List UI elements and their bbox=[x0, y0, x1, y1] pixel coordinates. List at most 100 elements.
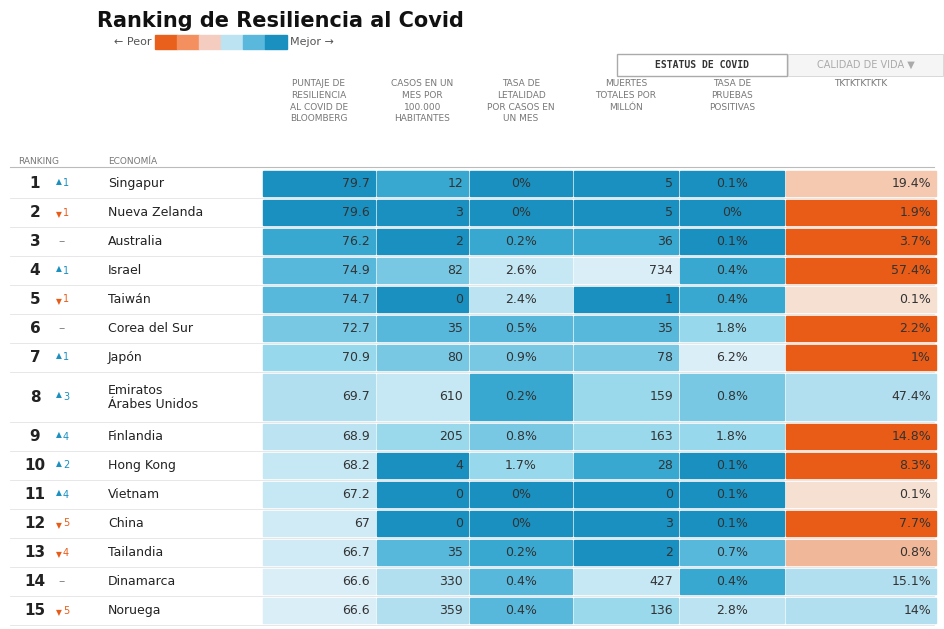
Bar bbox=[786, 569, 936, 594]
Text: MUERTES
TOTALES POR
MILLÓN: MUERTES TOTALES POR MILLÓN bbox=[596, 79, 656, 111]
Text: 80: 80 bbox=[447, 351, 463, 364]
Bar bbox=[680, 374, 784, 420]
Text: 4: 4 bbox=[63, 431, 69, 442]
Text: 66.6: 66.6 bbox=[343, 575, 370, 588]
Text: 330: 330 bbox=[439, 575, 463, 588]
Text: 0.1%: 0.1% bbox=[716, 177, 748, 190]
Text: 19.4%: 19.4% bbox=[891, 177, 931, 190]
Bar bbox=[786, 229, 936, 254]
Text: 1.8%: 1.8% bbox=[716, 322, 748, 335]
Bar bbox=[574, 345, 678, 370]
Bar bbox=[680, 569, 784, 594]
Bar bbox=[155, 35, 177, 49]
Text: China: China bbox=[108, 517, 143, 530]
Text: Vietnam: Vietnam bbox=[108, 488, 160, 501]
Text: ▼: ▼ bbox=[56, 608, 62, 617]
Text: 359: 359 bbox=[439, 604, 463, 617]
Bar bbox=[263, 540, 375, 565]
Bar bbox=[263, 345, 375, 370]
Text: 12: 12 bbox=[25, 516, 45, 531]
Bar bbox=[263, 569, 375, 594]
Bar bbox=[470, 200, 572, 225]
Bar bbox=[680, 200, 784, 225]
Text: 0%: 0% bbox=[722, 206, 742, 219]
Text: 7: 7 bbox=[29, 350, 41, 365]
Bar bbox=[221, 35, 243, 49]
Bar bbox=[680, 316, 784, 341]
Text: 0: 0 bbox=[455, 517, 463, 530]
Bar bbox=[377, 453, 468, 478]
Text: 1: 1 bbox=[63, 208, 69, 218]
Text: 427: 427 bbox=[649, 575, 673, 588]
Bar bbox=[680, 287, 784, 312]
Text: 1: 1 bbox=[63, 352, 69, 362]
Bar bbox=[377, 200, 468, 225]
Bar bbox=[786, 316, 936, 341]
Text: Israel: Israel bbox=[108, 264, 143, 277]
Text: 66.7: 66.7 bbox=[343, 546, 370, 559]
Bar bbox=[265, 35, 287, 49]
Text: 14: 14 bbox=[25, 574, 45, 589]
Bar bbox=[377, 345, 468, 370]
Text: 1%: 1% bbox=[911, 351, 931, 364]
Text: 0: 0 bbox=[455, 293, 463, 306]
Text: 57.4%: 57.4% bbox=[891, 264, 931, 277]
Bar bbox=[199, 35, 221, 49]
Text: 0.1%: 0.1% bbox=[716, 459, 748, 472]
Text: ESTATUS DE COVID: ESTATUS DE COVID bbox=[655, 60, 749, 70]
Text: 4: 4 bbox=[455, 459, 463, 472]
Text: Singapur: Singapur bbox=[108, 177, 164, 190]
Text: 0.1%: 0.1% bbox=[716, 488, 748, 501]
Text: ← Peor: ← Peor bbox=[114, 37, 152, 47]
Bar bbox=[470, 345, 572, 370]
Text: 1: 1 bbox=[63, 294, 69, 304]
Text: 0.2%: 0.2% bbox=[505, 546, 537, 559]
Text: 79.6: 79.6 bbox=[343, 206, 370, 219]
Text: 0.1%: 0.1% bbox=[716, 235, 748, 248]
Text: 5: 5 bbox=[665, 177, 673, 190]
Bar bbox=[243, 35, 265, 49]
Text: TKTKTKTKTK: TKTKTKTKTK bbox=[834, 79, 887, 88]
Bar bbox=[470, 540, 572, 565]
Bar bbox=[263, 258, 375, 283]
Bar bbox=[574, 374, 678, 420]
Text: ▲: ▲ bbox=[56, 264, 62, 273]
Bar bbox=[786, 258, 936, 283]
Bar bbox=[263, 229, 375, 254]
Text: 66.6: 66.6 bbox=[343, 604, 370, 617]
Text: 2.2%: 2.2% bbox=[900, 322, 931, 335]
Text: 3: 3 bbox=[455, 206, 463, 219]
Text: Finlandia: Finlandia bbox=[108, 430, 164, 443]
Text: 136: 136 bbox=[649, 604, 673, 617]
Bar bbox=[617, 54, 787, 76]
Text: 0.4%: 0.4% bbox=[505, 604, 537, 617]
Bar bbox=[574, 424, 678, 449]
Text: ▲: ▲ bbox=[56, 177, 62, 186]
Text: 0.8%: 0.8% bbox=[716, 391, 748, 403]
Text: 74.9: 74.9 bbox=[343, 264, 370, 277]
Bar bbox=[263, 453, 375, 478]
Text: 0.4%: 0.4% bbox=[716, 264, 748, 277]
Text: 0.7%: 0.7% bbox=[716, 546, 748, 559]
Text: 5: 5 bbox=[63, 606, 69, 616]
Bar bbox=[786, 171, 936, 196]
Text: 2.6%: 2.6% bbox=[505, 264, 537, 277]
Bar bbox=[377, 598, 468, 623]
Text: 67.2: 67.2 bbox=[343, 488, 370, 501]
Text: 72.7: 72.7 bbox=[342, 322, 370, 335]
Bar bbox=[377, 374, 468, 420]
Bar bbox=[377, 316, 468, 341]
Bar bbox=[788, 54, 943, 76]
Text: Nueva Zelanda: Nueva Zelanda bbox=[108, 206, 203, 219]
Text: 4: 4 bbox=[63, 489, 69, 499]
Bar bbox=[786, 287, 936, 312]
Text: 8: 8 bbox=[29, 389, 41, 404]
Bar bbox=[470, 424, 572, 449]
Text: 2: 2 bbox=[666, 546, 673, 559]
Bar bbox=[574, 453, 678, 478]
Text: Tailandia: Tailandia bbox=[108, 546, 163, 559]
Text: 14.8%: 14.8% bbox=[891, 430, 931, 443]
Text: 67: 67 bbox=[354, 517, 370, 530]
Bar bbox=[574, 598, 678, 623]
Bar bbox=[470, 316, 572, 341]
